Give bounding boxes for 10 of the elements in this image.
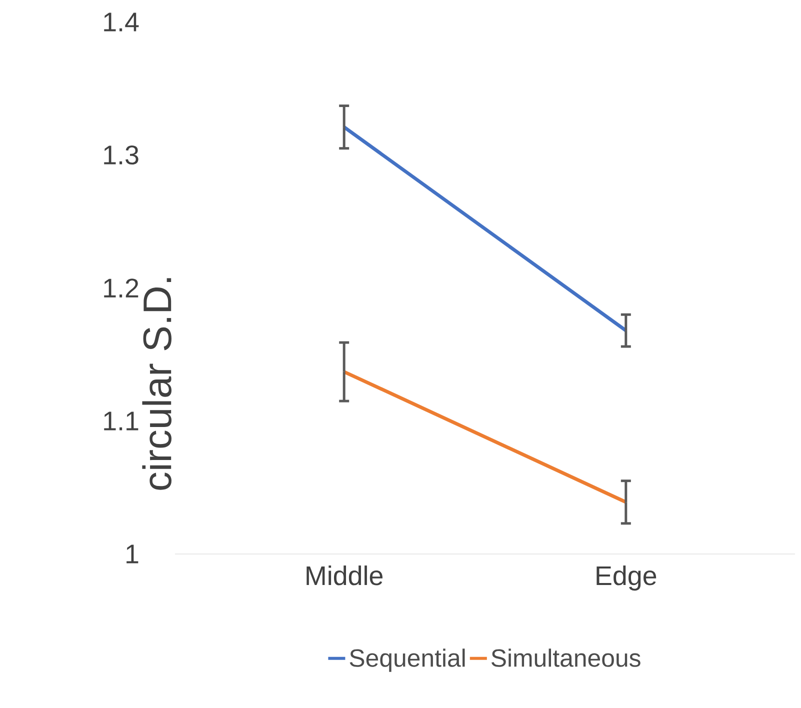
y-tick-label: 1.3 [104,145,138,165]
y-tick-label: 1.1 [104,412,138,430]
legend-label: Simultaneous [492,648,640,667]
x-tick-label: Edge [596,566,656,591]
y-tick-label: 1.4 [104,12,139,32]
y-axis-title: circular S.D. [142,278,172,490]
y-tick-label: 1 [126,544,138,564]
legend-label: Sequential [350,648,465,672]
y-tick-label: 1.2 [104,278,138,298]
x-tick-label: Middle [306,566,382,586]
